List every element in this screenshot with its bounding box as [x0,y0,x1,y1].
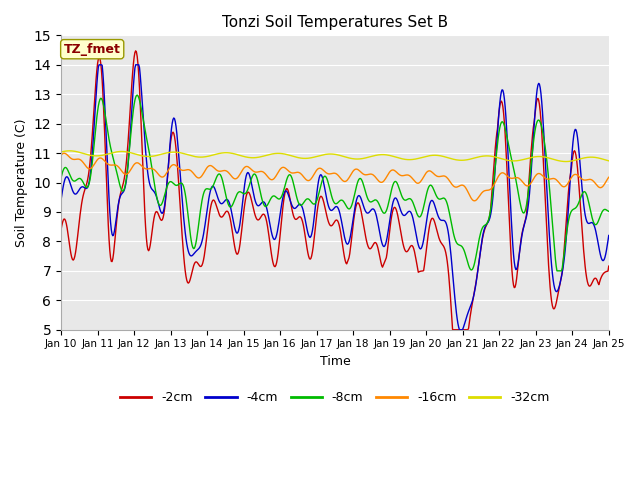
Title: Tonzi Soil Temperatures Set B: Tonzi Soil Temperatures Set B [222,15,448,30]
X-axis label: Time: Time [319,355,350,368]
Legend: -2cm, -4cm, -8cm, -16cm, -32cm: -2cm, -4cm, -8cm, -16cm, -32cm [115,386,555,409]
Y-axis label: Soil Temperature (C): Soil Temperature (C) [15,118,28,247]
Text: TZ_fmet: TZ_fmet [64,43,121,56]
